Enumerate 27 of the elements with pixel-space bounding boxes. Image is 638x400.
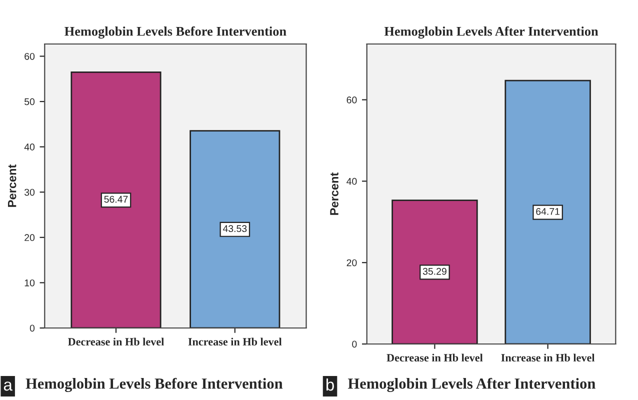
y-tick-label: 60 [346, 96, 357, 104]
y-tick-label: 0 [30, 324, 35, 332]
text: Hemoglobin Levels After Intervention [348, 378, 596, 392]
chart-title: Hemoglobin Levels After Intervention [384, 26, 598, 39]
y-tick-label: 40 [346, 178, 357, 185]
y-tick-label: 20 [346, 259, 357, 266]
y-tick-label: 50 [24, 98, 35, 106]
chart-title: Hemoglobin Levels Before Intervention [64, 26, 286, 39]
x-tick-label: Decrease in Hb level [68, 338, 164, 346]
data-label: 56.47 [104, 196, 128, 203]
y-tick-label: 0 [352, 340, 357, 348]
x-tick-label: Decrease in Hb level [386, 354, 483, 362]
x-tick-label: Increase in Hb level [501, 354, 595, 362]
y-tick-label: 10 [24, 279, 35, 286]
y-axis-title: Percent [8, 164, 16, 207]
data-label: 43.53 [222, 225, 247, 232]
data-label: 35.29 [422, 268, 446, 275]
y-tick-label: 60 [24, 52, 35, 60]
y-tick-label: 40 [24, 144, 35, 150]
data-label: 64.71 [536, 208, 560, 215]
y-tick-label: 20 [24, 234, 35, 242]
y-axis-title: Percent [330, 172, 338, 215]
text: a [4, 382, 12, 391]
x-tick-label: Increase in Hb level [188, 338, 282, 346]
text: Hemoglobin Levels Before Intervention [26, 378, 283, 392]
text: b [326, 378, 334, 391]
y-tick-label: 30 [24, 188, 35, 196]
